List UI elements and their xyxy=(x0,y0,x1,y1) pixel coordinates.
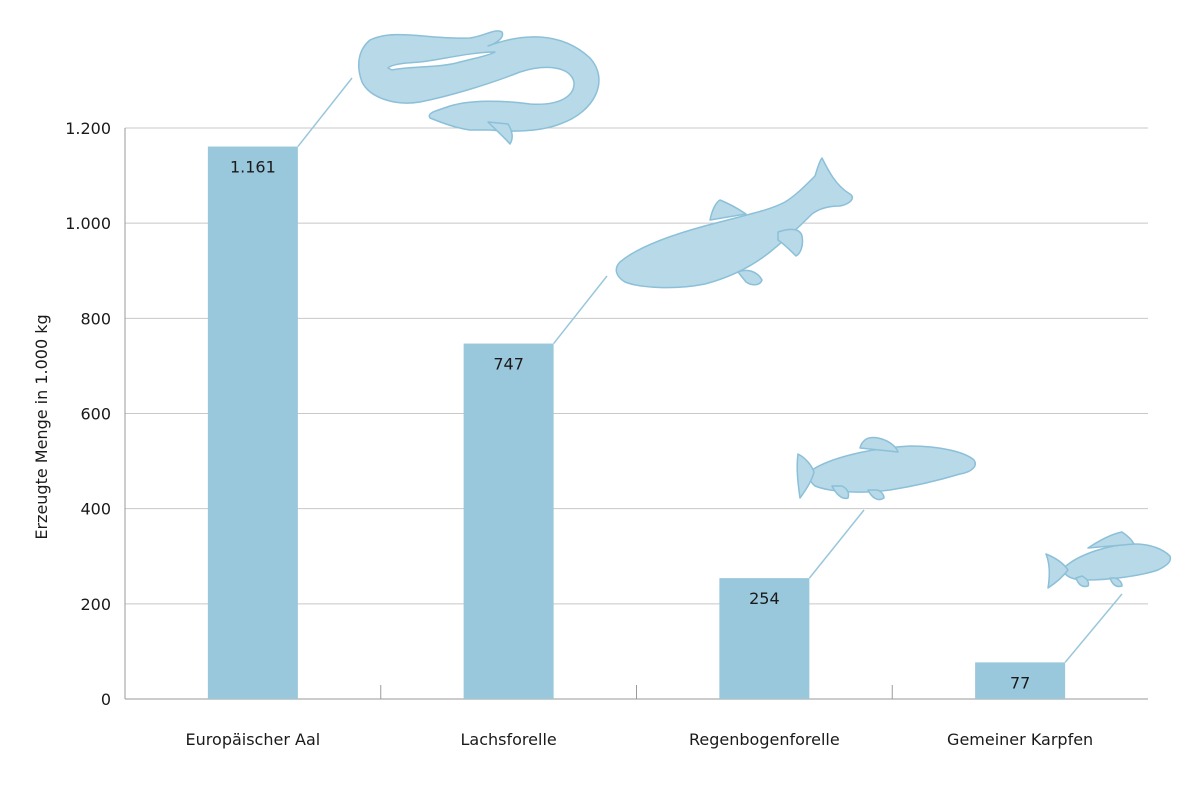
y-tick-label: 200 xyxy=(80,595,111,614)
y-tick-label: 600 xyxy=(80,405,111,424)
category-label: Gemeiner Karpfen xyxy=(947,730,1093,749)
data-label: 747 xyxy=(493,355,524,374)
data-label: 1.161 xyxy=(230,158,276,177)
leader-line xyxy=(297,77,353,148)
category-label: Lachsforelle xyxy=(461,730,557,749)
leader-lines xyxy=(297,77,1123,663)
y-axis-title: Erzeugte Menge in 1.000 kg xyxy=(32,314,51,539)
rainbow-trout-icon xyxy=(796,436,976,501)
category-label: Europäischer Aal xyxy=(186,730,321,749)
y-axis-ticks: 0 200 400 600 800 1.000 1.200 xyxy=(65,119,111,709)
salmon-trout-icon xyxy=(615,157,854,289)
category-label: Regenbogenforelle xyxy=(689,730,840,749)
fish-illustrations xyxy=(357,30,1172,589)
eel-icon xyxy=(357,30,600,145)
data-label: 254 xyxy=(749,589,780,608)
y-tick-label: 400 xyxy=(80,500,111,519)
y-tick-label: 0 xyxy=(101,690,111,709)
data-label: 77 xyxy=(1010,673,1030,692)
bar xyxy=(463,343,554,699)
bar xyxy=(719,578,810,699)
carp-icon xyxy=(1045,531,1172,589)
y-tick-label: 1.200 xyxy=(65,119,111,138)
bar xyxy=(207,146,298,699)
leader-line xyxy=(1064,593,1123,663)
leader-line xyxy=(553,275,608,345)
y-tick-label: 800 xyxy=(80,309,111,328)
y-tick-label: 1.000 xyxy=(65,214,111,233)
bar xyxy=(975,662,1066,699)
bars: 1.161 Europäischer Aal 747 Lachsforelle 254 R… xyxy=(186,146,1093,749)
leader-line xyxy=(808,509,865,579)
